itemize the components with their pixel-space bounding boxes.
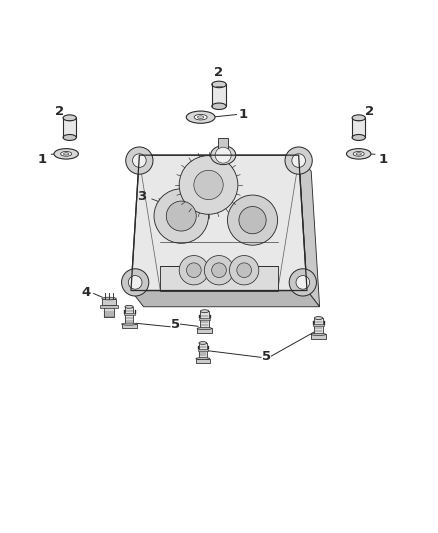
Circle shape: [292, 154, 305, 167]
Text: 5: 5: [171, 318, 180, 330]
Text: 4: 4: [81, 286, 91, 299]
Bar: [125, 307, 133, 324]
Ellipse shape: [186, 111, 215, 123]
Ellipse shape: [196, 358, 210, 360]
Circle shape: [285, 147, 312, 174]
Text: 1: 1: [239, 108, 248, 121]
Circle shape: [187, 263, 201, 278]
Circle shape: [154, 189, 208, 244]
Circle shape: [227, 195, 278, 245]
Bar: [311, 334, 326, 338]
Ellipse shape: [352, 115, 365, 121]
Circle shape: [215, 147, 231, 163]
Ellipse shape: [54, 149, 78, 159]
Ellipse shape: [199, 342, 207, 344]
Polygon shape: [299, 155, 320, 307]
Text: 1: 1: [38, 152, 47, 166]
Text: 1: 1: [378, 152, 387, 166]
Bar: [196, 359, 210, 362]
Circle shape: [126, 147, 153, 174]
Bar: [100, 305, 118, 308]
Bar: [218, 138, 229, 148]
Ellipse shape: [352, 134, 365, 141]
Ellipse shape: [198, 116, 204, 118]
Bar: [198, 349, 208, 351]
Ellipse shape: [63, 115, 76, 121]
Ellipse shape: [314, 317, 323, 319]
Ellipse shape: [346, 149, 371, 159]
Ellipse shape: [211, 146, 236, 165]
Bar: [212, 84, 226, 106]
Bar: [352, 118, 365, 138]
Circle shape: [296, 276, 310, 289]
Circle shape: [212, 263, 226, 278]
Ellipse shape: [356, 152, 361, 155]
Ellipse shape: [63, 134, 76, 141]
Polygon shape: [131, 290, 320, 307]
Ellipse shape: [197, 327, 212, 329]
Ellipse shape: [61, 151, 72, 156]
Text: 2: 2: [215, 66, 223, 79]
Text: 3: 3: [137, 190, 146, 203]
Text: 2: 2: [55, 104, 64, 118]
Circle shape: [179, 255, 208, 285]
Bar: [313, 324, 324, 326]
Text: 2: 2: [365, 104, 374, 118]
Circle shape: [239, 206, 266, 234]
Circle shape: [128, 276, 142, 289]
Polygon shape: [131, 155, 307, 290]
Bar: [122, 324, 137, 328]
Ellipse shape: [102, 297, 116, 300]
Ellipse shape: [212, 103, 226, 109]
Ellipse shape: [201, 310, 209, 313]
Circle shape: [237, 263, 251, 278]
Ellipse shape: [125, 305, 133, 308]
Ellipse shape: [212, 81, 226, 87]
Bar: [197, 328, 212, 333]
Circle shape: [230, 255, 259, 285]
Bar: [104, 305, 114, 318]
Circle shape: [133, 154, 146, 167]
Circle shape: [166, 201, 196, 231]
Bar: [160, 266, 278, 290]
Ellipse shape: [311, 333, 326, 335]
Bar: [314, 318, 323, 334]
Ellipse shape: [194, 115, 207, 120]
Circle shape: [179, 156, 238, 214]
Bar: [199, 318, 210, 320]
Bar: [199, 343, 207, 359]
Ellipse shape: [353, 151, 364, 156]
Bar: [201, 311, 209, 328]
Bar: [63, 118, 76, 138]
Ellipse shape: [122, 323, 137, 325]
Circle shape: [122, 269, 149, 296]
Ellipse shape: [64, 152, 69, 155]
Bar: [102, 298, 116, 305]
Circle shape: [194, 170, 223, 200]
Circle shape: [205, 255, 233, 285]
Circle shape: [289, 269, 316, 296]
Text: 5: 5: [261, 350, 271, 362]
Bar: [124, 313, 134, 316]
